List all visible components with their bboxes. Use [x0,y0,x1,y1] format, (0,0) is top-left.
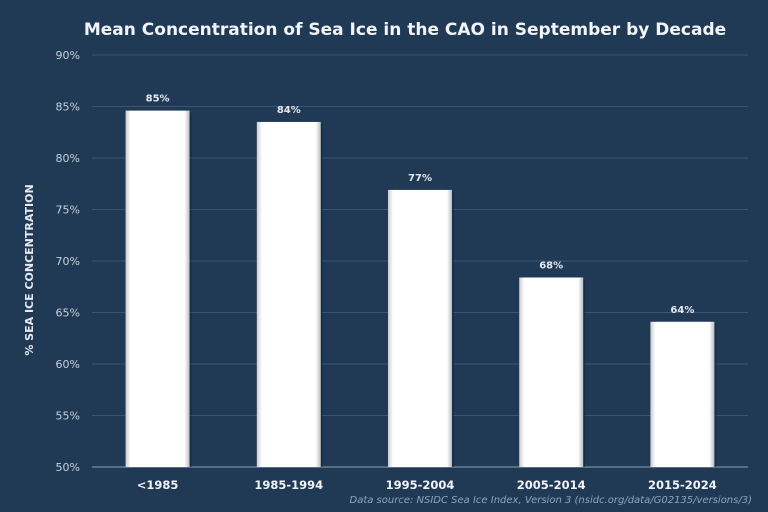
bar [519,277,584,467]
bar [650,321,715,467]
y-tick-label: 75% [56,204,80,217]
x-tick-label: <1985 [137,478,179,492]
bar [256,121,321,467]
y-axis-label: % SEA ICE CONCENTRATION [23,184,36,355]
y-tick-label: 55% [56,410,80,423]
x-tick-label: 2015-2024 [648,478,717,492]
chart-title: Mean Concentration of Sea Ice in the CAO… [84,20,726,40]
y-tick-label: 80% [56,152,80,165]
bar [125,110,190,468]
y-tick-label: 85% [56,101,80,114]
data-label: 68% [539,260,563,271]
x-tick-label: 1995-2004 [386,478,455,492]
data-label: 84% [277,105,301,116]
y-tick-label: 65% [56,307,80,320]
x-tick-label: 2005-2014 [517,478,586,492]
y-tick-label: 50% [56,461,80,474]
data-label: 77% [408,173,432,184]
data-source-note: Data source: NSIDC Sea Ice Index, Versio… [350,495,753,506]
bar [388,189,452,467]
y-tick-label: 90% [56,49,80,62]
y-tick-label: 70% [56,255,80,268]
data-label: 85% [146,94,170,105]
y-tick-label: 60% [56,358,80,371]
x-tick-label: 1985-1994 [254,478,323,492]
data-label: 64% [670,305,694,316]
